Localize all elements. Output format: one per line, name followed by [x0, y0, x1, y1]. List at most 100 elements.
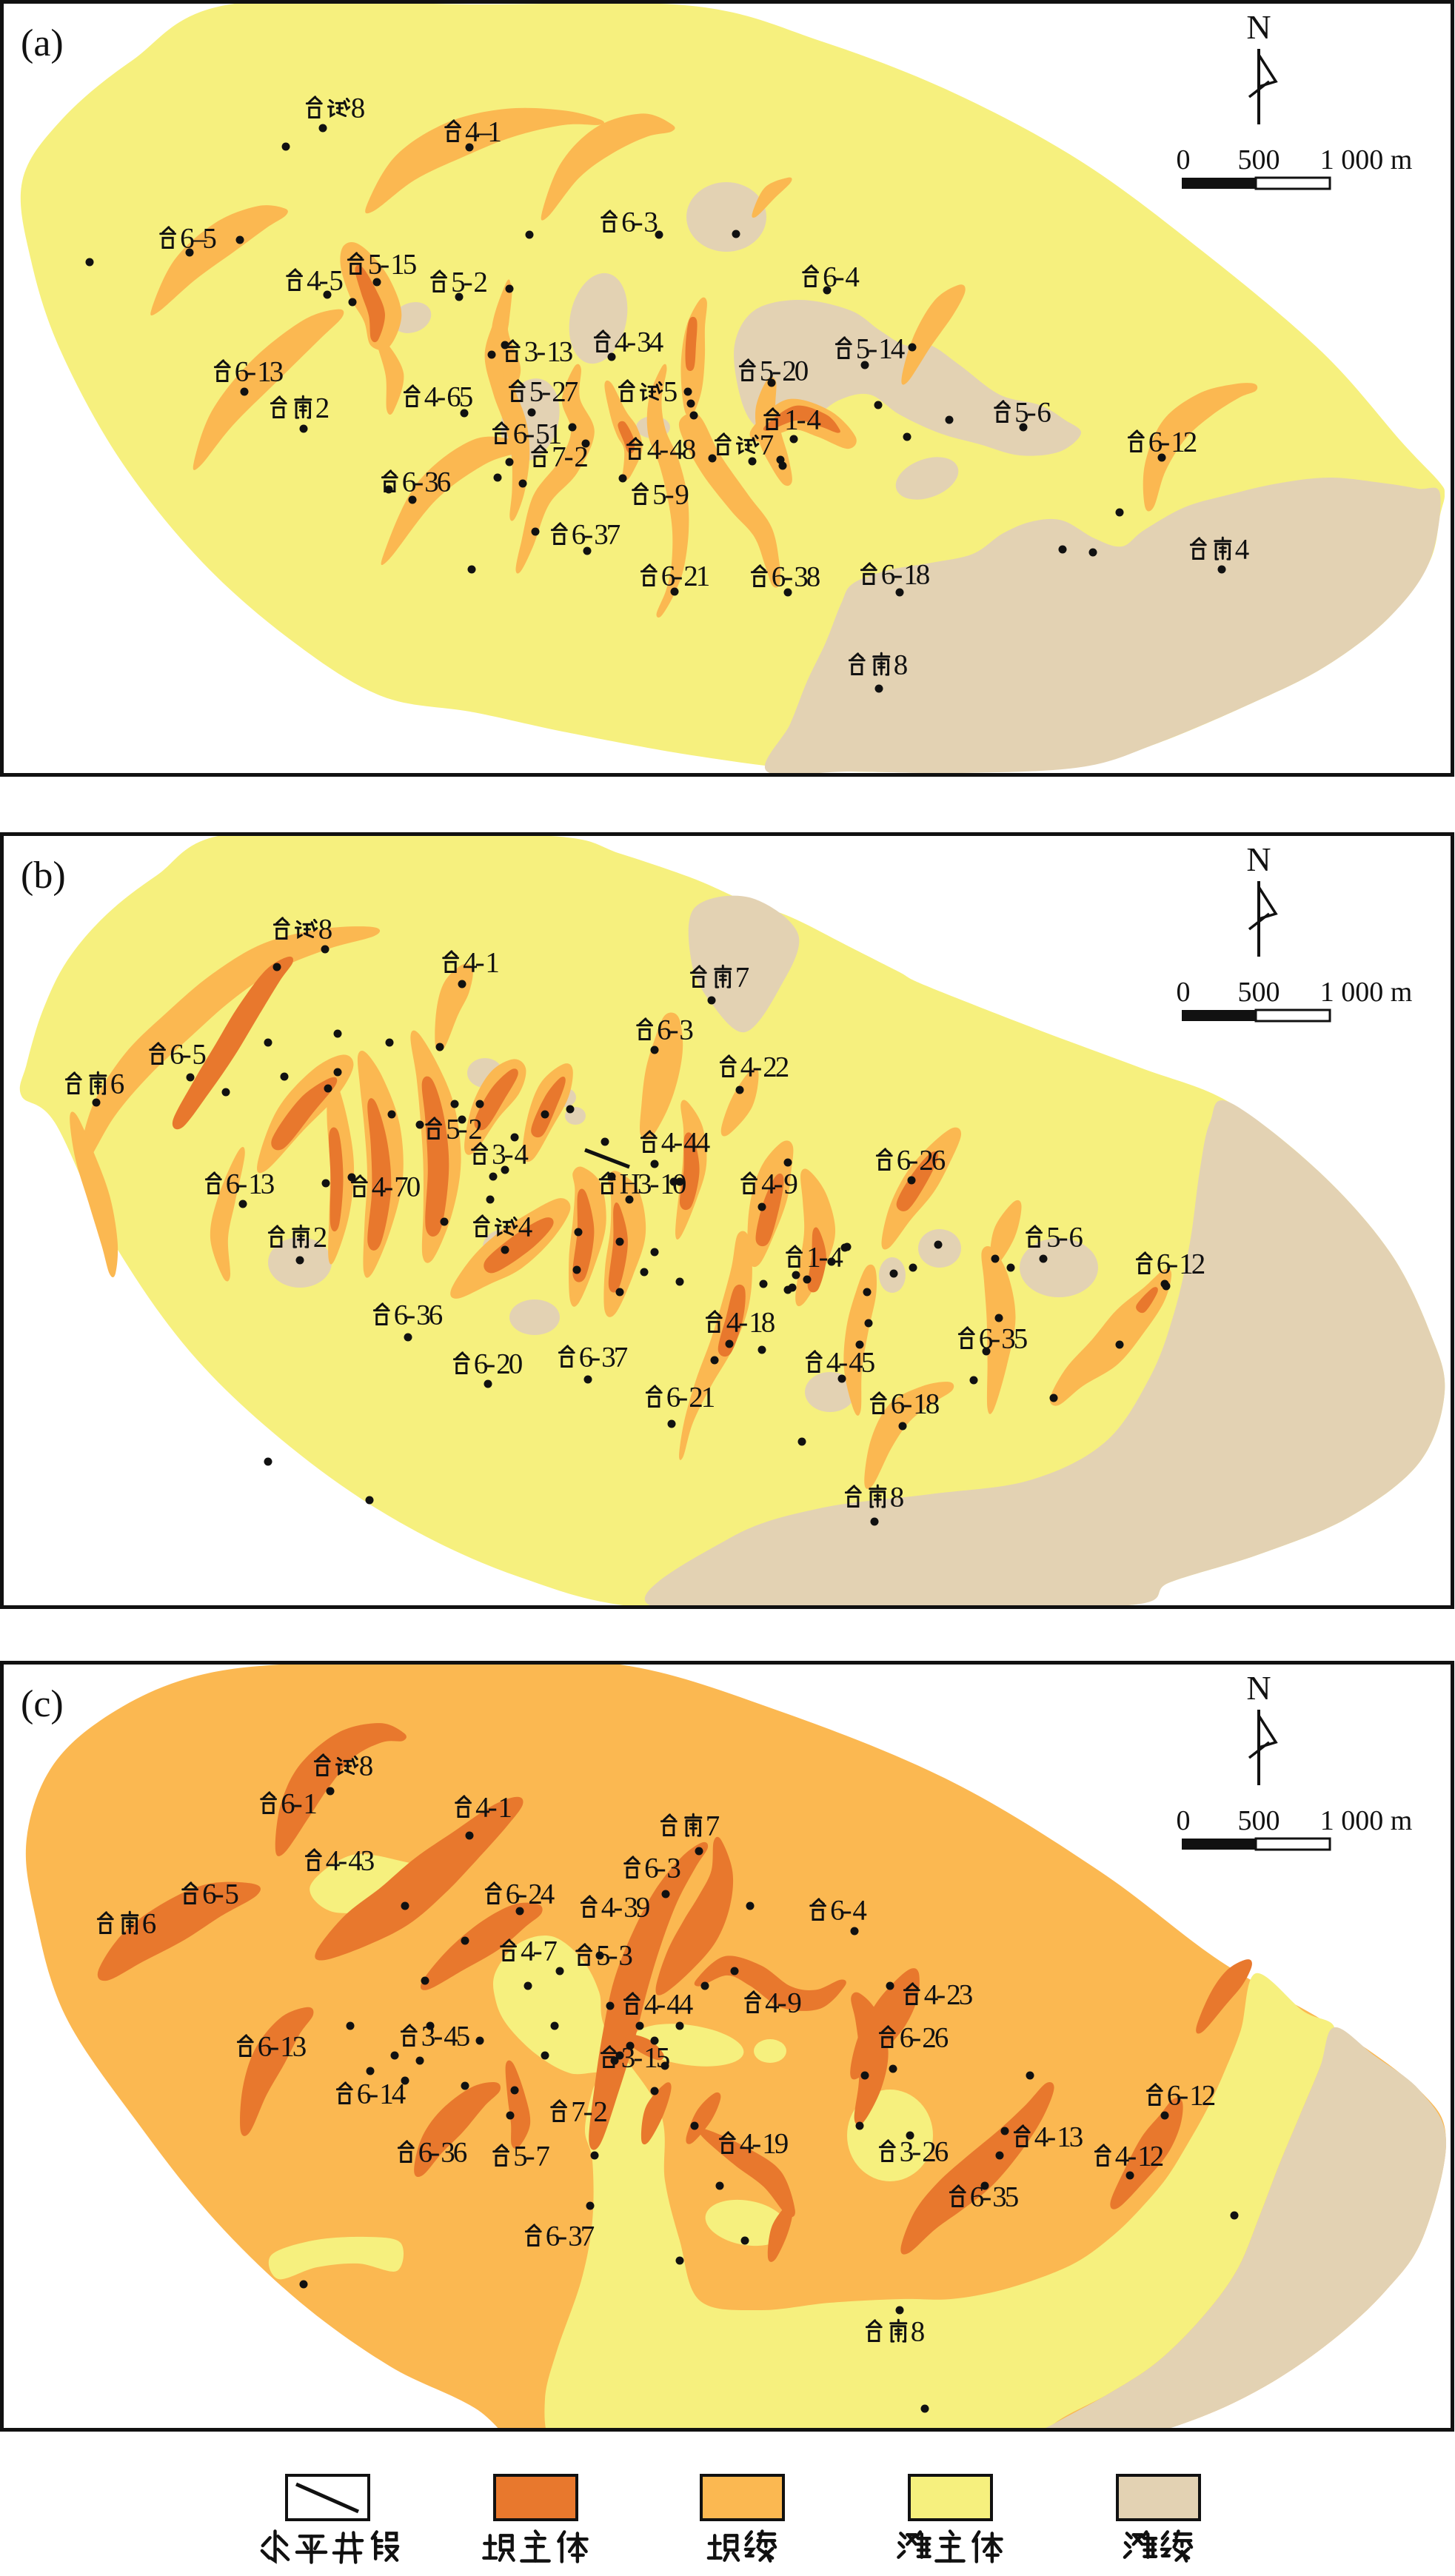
svg-text:2: 2 — [919, 1145, 934, 1177]
svg-text:N: N — [1246, 1669, 1271, 1707]
svg-text:6: 6 — [110, 1068, 125, 1100]
svg-text:3: 3 — [1001, 1323, 1016, 1355]
svg-text:-: - — [868, 333, 877, 365]
svg-text:5: 5 — [760, 355, 775, 387]
svg-text:6: 6 — [506, 1879, 521, 1910]
svg-text:7: 7 — [760, 429, 775, 461]
svg-text:6: 6 — [661, 561, 676, 592]
svg-text:6: 6 — [170, 1039, 184, 1071]
svg-text:6: 6 — [772, 561, 786, 593]
svg-text:4: 4 — [683, 1127, 698, 1159]
svg-text:2: 2 — [315, 392, 330, 424]
svg-text:1: 1 — [643, 2042, 658, 2074]
svg-text:-: - — [626, 327, 636, 358]
svg-text:2: 2 — [922, 2136, 937, 2168]
svg-text:-: - — [673, 1127, 683, 1159]
svg-text:9: 9 — [787, 1987, 802, 2019]
svg-text:1 000 m: 1 000 m — [1320, 977, 1413, 1008]
svg-text:–: – — [192, 223, 207, 255]
svg-text:7: 7 — [564, 376, 579, 408]
svg-text:5: 5 — [192, 1039, 207, 1071]
svg-text:1: 1 — [498, 1792, 512, 1824]
svg-text:-: - — [774, 1168, 783, 1200]
svg-text:-: - — [504, 1139, 514, 1171]
svg-text:-: - — [657, 1853, 666, 1884]
svg-text:3: 3 — [524, 336, 539, 368]
svg-text:-: - — [406, 1299, 415, 1331]
svg-text:-: - — [338, 1845, 347, 1877]
svg-text:8: 8 — [916, 559, 931, 591]
svg-text:6: 6 — [202, 1879, 217, 1910]
svg-text:6: 6 — [897, 1145, 912, 1177]
svg-text:-: - — [1179, 2080, 1188, 2112]
svg-text:3: 3 — [623, 1892, 638, 1924]
svg-text:4: 4 — [649, 327, 664, 358]
svg-text:4: 4 — [392, 2078, 407, 2110]
svg-text:5: 5 — [329, 265, 344, 297]
svg-text:1: 1 — [903, 559, 918, 591]
svg-text:1: 1 — [878, 333, 893, 365]
svg-text:0: 0 — [407, 1171, 421, 1203]
svg-text:2: 2 — [946, 1979, 961, 2011]
svg-text:2: 2 — [574, 441, 589, 473]
svg-text:3: 3 — [416, 1299, 431, 1331]
svg-text:4: 4 — [1115, 2141, 1130, 2172]
svg-text:1: 1 — [1137, 2141, 1152, 2172]
svg-text:-: - — [293, 1788, 303, 1820]
svg-text:-: - — [536, 336, 546, 368]
svg-text:6: 6 — [1148, 426, 1163, 458]
svg-text:-: - — [772, 355, 781, 387]
svg-text:9: 9 — [775, 2128, 789, 2160]
svg-text:1: 1 — [248, 1168, 263, 1200]
svg-text:6: 6 — [437, 466, 452, 498]
svg-text:(a): (a) — [21, 22, 64, 64]
svg-text:5: 5 — [446, 1114, 461, 1145]
svg-text:-: - — [430, 2137, 440, 2169]
svg-text:6: 6 — [180, 223, 195, 255]
svg-text:5: 5 — [861, 1347, 876, 1379]
svg-text:2: 2 — [593, 2096, 608, 2128]
svg-text:0: 0 — [795, 355, 809, 387]
svg-text:-: - — [634, 207, 643, 238]
svg-text:6: 6 — [281, 1788, 295, 1820]
svg-text:9: 9 — [675, 479, 689, 511]
svg-text:6: 6 — [1037, 397, 1051, 429]
svg-text:-: - — [433, 2021, 443, 2053]
svg-text:-: - — [458, 1114, 468, 1145]
svg-text:6: 6 — [446, 381, 461, 413]
svg-text:-: - — [488, 1792, 498, 1824]
svg-text:-: - — [609, 1940, 618, 1972]
svg-text:-: - — [752, 2128, 761, 2160]
svg-text:5: 5 — [1014, 1323, 1028, 1355]
svg-text:-: - — [665, 479, 675, 511]
svg-text:6: 6 — [513, 418, 528, 450]
svg-text:-: - — [1168, 1248, 1178, 1280]
svg-text:6: 6 — [1068, 1222, 1083, 1254]
svg-text:4: 4 — [615, 327, 629, 358]
svg-text:6: 6 — [931, 1145, 946, 1177]
svg-text:3: 3 — [959, 1979, 974, 2011]
svg-text:-: - — [475, 947, 485, 979]
svg-text:5: 5 — [1005, 2181, 1020, 2213]
svg-text:-: - — [541, 376, 551, 408]
svg-text:5: 5 — [652, 479, 667, 511]
svg-text:7: 7 — [606, 519, 621, 551]
svg-text:6: 6 — [402, 466, 417, 498]
svg-text:-: - — [583, 2096, 593, 2128]
svg-text:3: 3 — [594, 519, 609, 551]
svg-text:-: - — [752, 1051, 762, 1083]
svg-text:-: - — [819, 1242, 829, 1274]
svg-text:3: 3 — [643, 207, 658, 238]
svg-text:2: 2 — [496, 1348, 511, 1380]
svg-text:4: 4 — [765, 1987, 780, 2019]
svg-text:4: 4 — [806, 404, 821, 436]
svg-text:-: - — [613, 1892, 623, 1924]
svg-text:500: 500 — [1238, 1805, 1280, 1836]
svg-text:6: 6 — [453, 2137, 468, 2169]
svg-text:-: - — [656, 1989, 666, 2021]
svg-text:-: - — [783, 561, 793, 593]
svg-text:1: 1 — [379, 2078, 394, 2110]
svg-text:5: 5 — [202, 223, 217, 255]
svg-text:-: - — [436, 381, 446, 413]
svg-text:6: 6 — [142, 1908, 157, 1940]
